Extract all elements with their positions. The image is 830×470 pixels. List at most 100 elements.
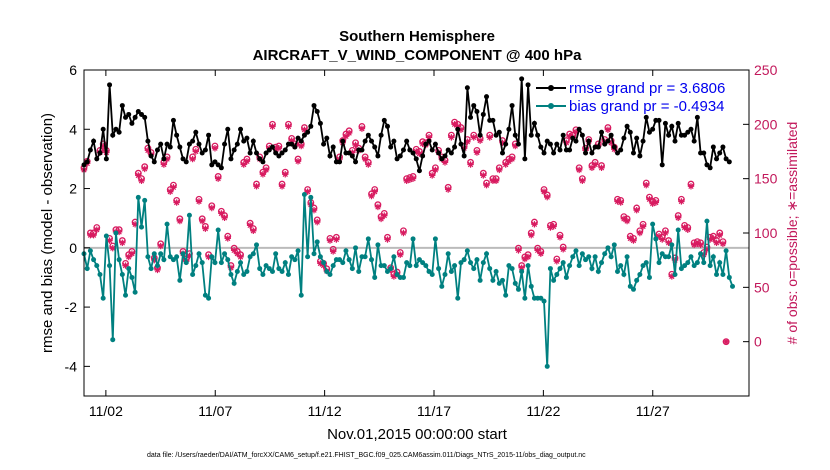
rmse-series-point [583,150,589,156]
rmse-series-point [206,132,212,138]
bias-series-point [362,254,368,260]
rmse-series-point [640,138,646,144]
bias-series-point [653,236,659,242]
obs-assimilated-point [703,246,711,253]
bias-series-point [538,295,544,301]
rmse-series-point [151,159,157,165]
bias-series-point [624,254,630,260]
obs-assimilated-point [646,196,653,203]
rmse-series-point [407,147,413,153]
rmse-series-point [410,150,416,156]
obs-assimilated-point [272,146,279,153]
bias-series-point [158,251,164,257]
obs-assimilated-point [170,184,177,191]
obs-assimilated-point [195,198,203,205]
rmse-series-point [490,117,496,123]
bias-series-point [528,283,534,289]
plot-area [80,76,749,369]
bias-series-point [132,289,138,295]
x-tick-label: 11/12 [308,403,342,419]
bias-series-point [170,257,176,263]
rmse-series-point [365,132,371,138]
rmse-series-point [637,153,643,159]
bias-series-point [84,266,90,272]
rmse-series-point [509,103,515,109]
rmse-series-point [599,129,605,135]
bias-series-point [682,263,688,269]
bias-series-point [615,269,621,275]
obs-assimilated-point [508,155,516,163]
rmse-series-point [238,126,244,132]
rmse-series-point [282,147,288,153]
obs-assimilated-point [614,198,621,205]
obs-assimilated-point [563,139,570,147]
obs-assimilated-point [722,338,730,345]
bias-series-point [464,248,470,254]
obs-assimilated-point [275,145,283,152]
obs-assimilated-point [298,142,305,150]
obs-assimilated-point [199,217,206,225]
obs-assimilated-point [352,141,359,149]
bias-series-point [94,263,100,269]
obs-assimilated-point [214,175,222,182]
bias-series-point [420,260,426,266]
rmse-series-point [177,144,183,150]
rmse-series-point [369,138,375,144]
obs-assimilated-point [368,192,375,200]
obs-assimilated-point [384,236,391,243]
rmse-series-point [186,141,192,147]
rmse-series-point [493,132,499,138]
obs-assimilated-point [623,217,631,225]
obs-assimilated-point [575,166,583,174]
bias-series-point [461,257,467,263]
bias-series-point [643,260,649,266]
obs-assimilated-point [230,247,238,254]
obs-assimilated-point [317,260,324,267]
bias-series-point [704,218,710,224]
obs-assimilated-point [518,264,525,271]
bias-series-point [269,269,275,275]
rmse-series-point [541,150,547,156]
obs-assimilated-point [237,253,244,261]
obs-assimilated-point [371,188,378,195]
rmse-series-point [305,129,311,135]
obs-assimilated-point [528,231,535,239]
obs-assimilated-point [377,215,385,223]
obs-assimilated-point [604,126,612,133]
bias-series-point [308,194,314,200]
rmse-series-point [426,138,432,144]
obs-assimilated-point [301,126,308,133]
obs-assimilated-point [397,251,404,258]
bias-series-point [471,266,477,272]
bias-series-point [148,266,154,272]
bias-series-point [285,271,291,277]
obs-assimilated-point [278,183,286,190]
rmse-series-point [199,150,205,156]
obs-assimilated-point [93,226,100,233]
rmse-series-point [391,138,397,144]
bias-series-point [180,251,186,257]
bias-series-point [480,260,486,266]
rmse-series-point [388,144,394,150]
obs-assimilated-point [227,264,235,271]
rmse-series-point [531,120,537,126]
obs-assimilated-point [540,188,548,195]
obs-assimilated-point [262,166,270,174]
rmse-series-point [688,126,694,132]
rmse-series-point [161,156,167,162]
rmse-series-point [669,123,675,129]
obs-assimilated-point [416,150,423,157]
obs-assimilated-point [342,133,350,140]
legend-bias-label: bias grand pr = -0.4934 [569,98,725,115]
obs-assimilated-point [665,239,672,246]
bias-series-point [442,271,448,277]
obs-assimilated-point [547,224,554,231]
rmse-series-point [372,144,378,150]
bias-series-point [650,221,656,227]
obs-assimilated-point [572,128,580,136]
bias-series-point [91,257,97,263]
bias-series-point [228,271,234,277]
obs-assimilated-point [444,186,452,193]
bias-series-point [327,271,333,277]
obs-assimilated-point [125,253,132,261]
